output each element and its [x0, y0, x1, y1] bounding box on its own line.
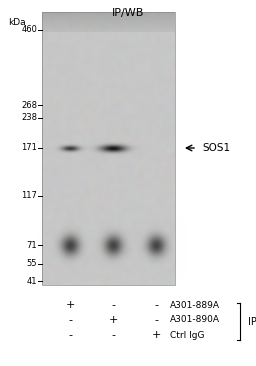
Text: +: + — [108, 315, 118, 325]
Text: -: - — [111, 330, 115, 340]
Text: A301-890A: A301-890A — [170, 315, 220, 325]
Bar — [42, 12, 175, 285]
Text: kDa: kDa — [8, 18, 26, 27]
Text: +: + — [65, 300, 75, 310]
Text: 238: 238 — [21, 113, 37, 123]
Text: -: - — [154, 300, 158, 310]
Text: 71: 71 — [26, 240, 37, 250]
Text: 460: 460 — [21, 26, 37, 34]
Text: 268: 268 — [21, 101, 37, 109]
Text: IP/WB: IP/WB — [112, 8, 144, 18]
Text: IP: IP — [248, 317, 256, 327]
Text: Ctrl IgG: Ctrl IgG — [170, 330, 205, 340]
Text: -: - — [111, 300, 115, 310]
Text: 41: 41 — [27, 276, 37, 285]
Text: +: + — [151, 330, 161, 340]
Text: 117: 117 — [21, 191, 37, 201]
Text: -: - — [154, 315, 158, 325]
Text: 55: 55 — [27, 259, 37, 269]
Text: -: - — [68, 315, 72, 325]
Text: 171: 171 — [21, 143, 37, 153]
Text: SOS1: SOS1 — [202, 143, 230, 153]
Text: -: - — [68, 330, 72, 340]
Text: A301-889A: A301-889A — [170, 300, 220, 310]
